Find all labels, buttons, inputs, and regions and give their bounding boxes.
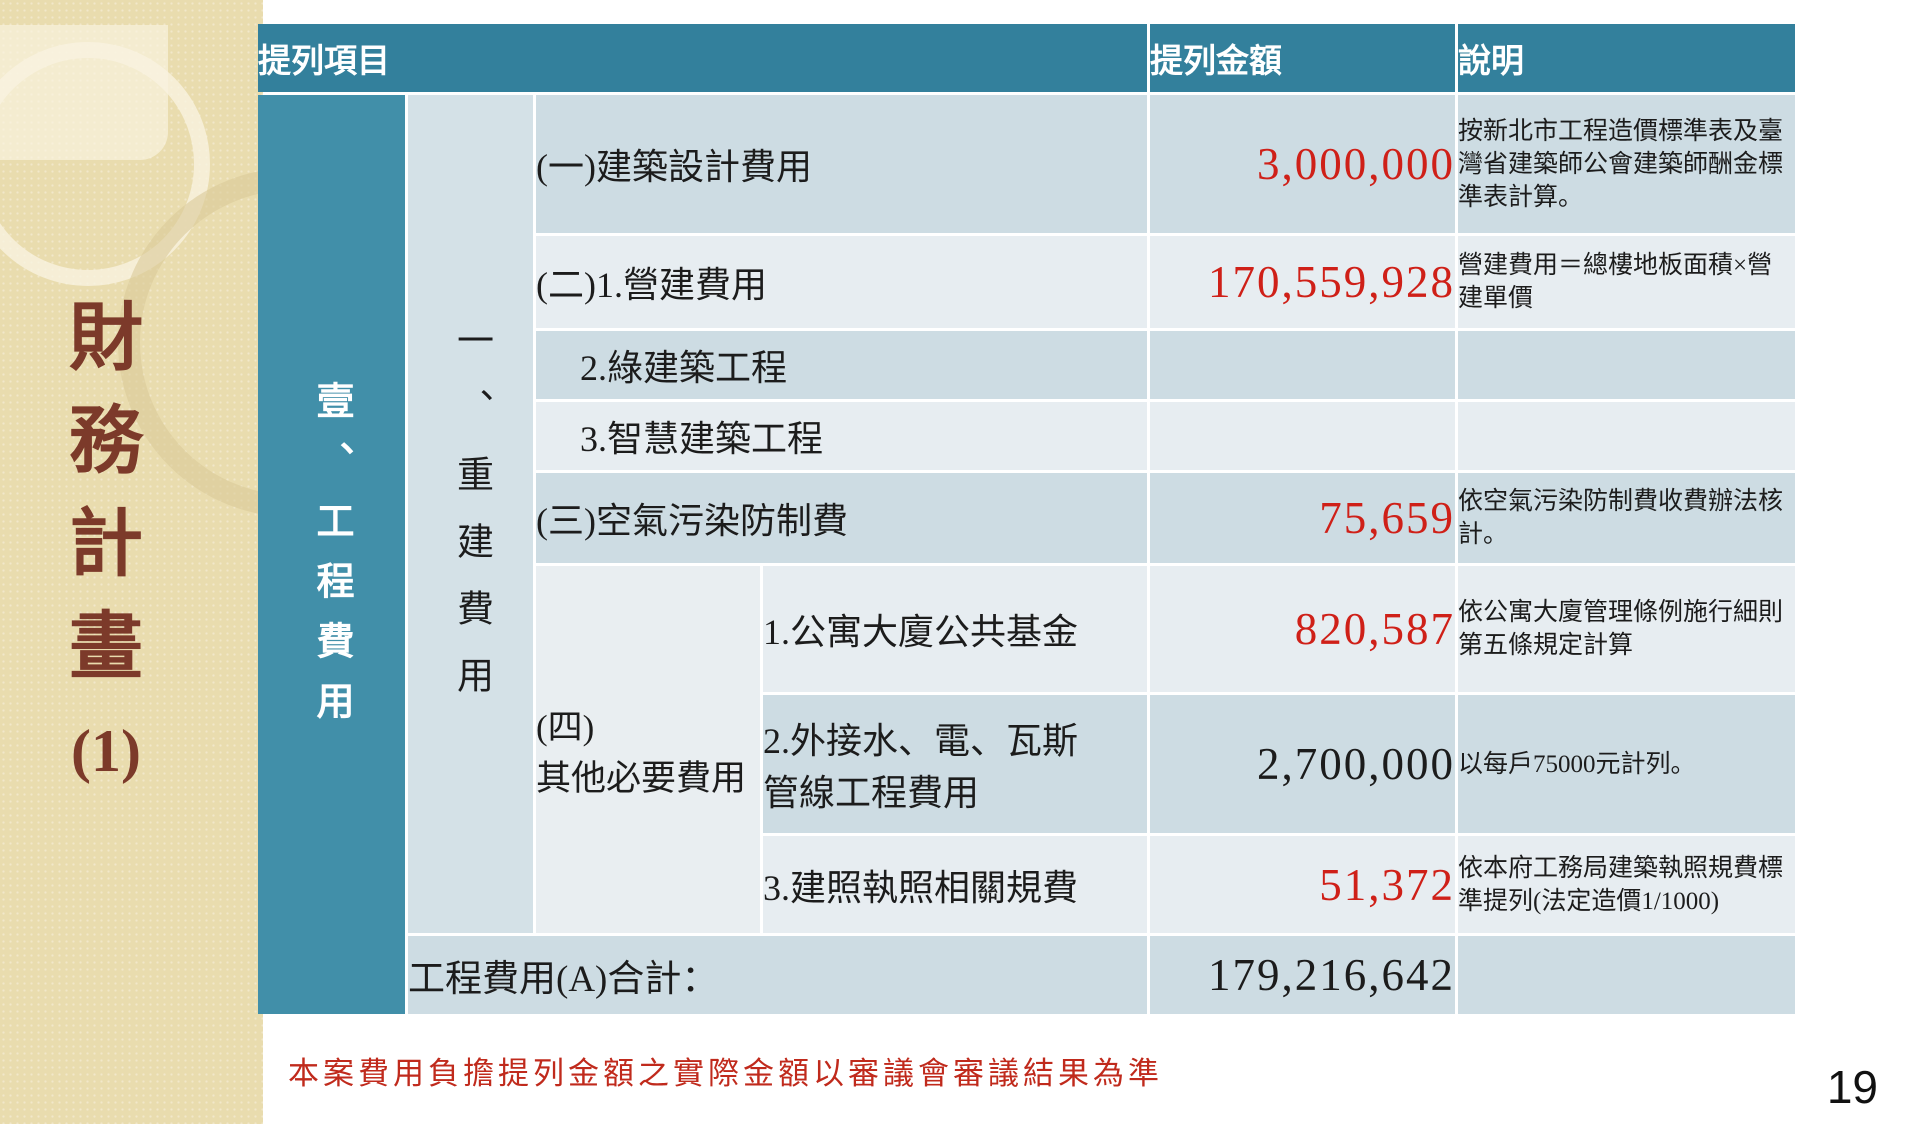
amount-cell: 3,000,000 [1150,95,1455,233]
slide-title-char: 務 [69,401,143,483]
item-cell: 2.外接水、電、瓦斯 管線工程費用 [763,695,1147,833]
amount-cell: 2,700,000 [1150,695,1455,833]
group-cell-engineering-cost: 壹、工程費用 [258,95,405,1014]
note-cell: 按新北市工程造價標準表及臺灣省建築師公會建築師酬金標準表計算。 [1458,95,1795,233]
table-row: 2.外接水、電、瓦斯 管線工程費用 2,700,000 以每戶75000元計列。 [258,695,1795,833]
slide-title-char: 畫 [69,607,143,689]
item-cell: (二)1.營建費用 [536,236,1147,328]
note-cell: 以每戶75000元計列。 [1458,695,1795,833]
item-cell: (三)空氣污染防制費 [536,473,1147,563]
finance-table: 提列項目 提列金額 說明 壹、工程費用 一、重建費用 (一)建築設計費用 3,0… [255,21,1798,1017]
item-cell: 2.綠建築工程 [536,331,1147,399]
col-header-note: 說明 [1458,24,1795,92]
total-label-cell: 工程費用(A)合計： [408,936,1147,1014]
amount-cell: 75,659 [1150,473,1455,563]
table-row: (三)空氣污染防制費 75,659 依空氣污染防制費收費辦法核計。 [258,473,1795,563]
slide-title-number: (1) [71,718,141,784]
note-cell [1458,936,1795,1014]
slide-title: 財 務 計 畫 (1) [0,288,212,803]
amount-cell: 170,559,928 [1150,236,1455,328]
note-cell [1458,331,1795,399]
total-row: 工程費用(A)合計： 179,216,642 [258,936,1795,1014]
note-cell: 依本府工務局建築執照規費標準提列(法定造價1/1000) [1458,836,1795,933]
slide-title-char: 計 [69,504,143,586]
amount-cell [1150,331,1455,399]
table-row: (四) 其他必要費用 1.公寓大廈公共基金 820,587 依公寓大廈管理條例施… [258,566,1795,933]
amount-cell: 51,372 [1150,836,1455,933]
page-number: 19 [1826,1061,1878,1113]
table-row: (二)1.營建費用 170,559,928 營建費用＝總樓地板面積×營建單價 [258,236,1795,328]
col-header-amount: 提列金額 [1150,24,1455,92]
table-row: 壹、工程費用 一、重建費用 (一)建築設計費用 3,000,000 按新北市工程… [258,95,1795,1014]
note-cell: 依空氣污染防制費收費辦法核計。 [1458,473,1795,563]
note-cell: 依公寓大廈管理條例施行細則第五條規定計算 [1458,566,1795,692]
group4-cell: (四) 其他必要費用 [536,566,760,933]
total-amount-cell: 179,216,642 [1150,936,1455,1014]
item-cell: 3.建照執照相關規費 [763,836,1147,933]
footnote-text: 本案費用負擔提列金額之實際金額以審議會審議結果為準 [288,1056,1163,1091]
item-cell: 1.公寓大廈公共基金 [763,566,1147,692]
amount-cell: 820,587 [1150,566,1455,692]
col-header-item: 提列項目 [258,24,1147,92]
group-label: 壹、工程費用 [310,381,352,741]
table-row: 3.建照執照相關規費 51,372 依本府工務局建築執照規費標準提列(法定造價1… [258,836,1795,933]
note-cell: 營建費用＝總樓地板面積×營建單價 [1458,236,1795,328]
subgroup-cell-rebuild-cost: 一、重建費用 [408,95,533,933]
subgroup-label: 一、重建費用 [450,320,492,723]
table-row: 2.綠建築工程 [258,331,1795,399]
slide-title-char: 財 [69,298,143,380]
table-row: 3.智慧建築工程 [258,402,1795,470]
item-cell: 3.智慧建築工程 [536,402,1147,470]
sidebar: 財 務 計 畫 (1) [0,0,263,1124]
header-row: 提列項目 提列金額 說明 [258,24,1795,92]
amount-cell [1150,402,1455,470]
item-cell: (一)建築設計費用 [536,95,1147,233]
note-cell [1458,402,1795,470]
